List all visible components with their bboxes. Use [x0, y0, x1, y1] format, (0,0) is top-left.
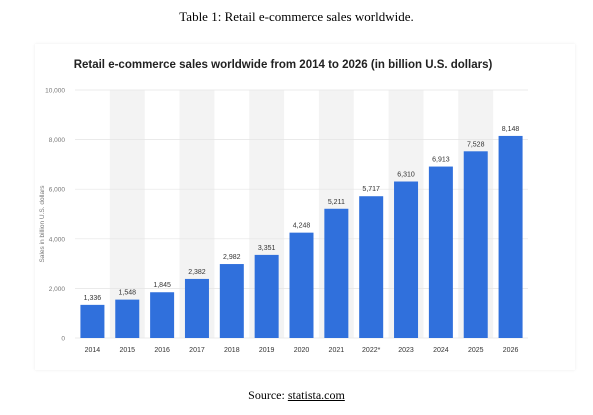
x-tick-label: 2021	[329, 347, 345, 354]
value-label: 8,148	[502, 126, 520, 133]
y-tick-label: 0	[61, 336, 65, 343]
x-tick-label: 2025	[468, 347, 484, 354]
x-tick-label: 2020	[294, 347, 310, 354]
x-tick-label: 2023	[398, 347, 414, 354]
bar-2025	[463, 151, 488, 338]
bar-2024	[428, 166, 453, 338]
bar-2019	[254, 254, 279, 338]
bar-2020	[289, 232, 314, 338]
bars	[80, 135, 523, 338]
x-tick-label: 2022*	[362, 347, 381, 354]
bar-2014	[80, 304, 105, 338]
bar-2021	[324, 208, 349, 338]
figure-caption: Table 1: Retail e-commerce sales worldwi…	[179, 9, 414, 24]
bar-2015	[115, 299, 140, 338]
value-label: 3,351	[258, 245, 276, 252]
y-tick-label: 10,000	[45, 88, 65, 95]
bar-2018	[219, 264, 244, 338]
value-label: 6,310	[397, 172, 415, 179]
x-tick-label: 2017	[189, 347, 205, 354]
source-note: Source: statista.com	[0, 388, 593, 403]
y-tick-label: 2,000	[49, 286, 66, 293]
source-link[interactable]: statista.com	[287, 388, 345, 402]
bar-2023	[394, 181, 419, 338]
bar-2016	[150, 292, 175, 338]
x-tick-label: 2015	[119, 347, 135, 354]
bar-2017	[184, 278, 209, 338]
x-tick-label: 2024	[433, 347, 449, 354]
bar-chart: Retail e-commerce sales worldwide from 2…	[39, 59, 528, 354]
value-label: 5,211	[328, 199, 345, 206]
value-label: 7,528	[467, 141, 485, 148]
x-tick-label: 2026	[503, 347, 519, 354]
x-tick-label: 2018	[224, 347, 240, 354]
value-label: 2,982	[223, 254, 241, 261]
x-tick-label: 2016	[154, 347, 170, 354]
value-label: 4,248	[293, 223, 311, 230]
x-tick-labels: 2014 2015 2016 2017 2018 2019 2020 2021 2022* 202…	[85, 347, 519, 354]
value-label: 1,845	[153, 282, 171, 289]
x-tick-label: 2019	[259, 347, 275, 354]
column-band-2015	[109, 90, 145, 338]
value-labels: 1,336 1,548 1,845 2,382 2,982 3,351 4,248 5,211…	[84, 126, 520, 302]
bar-2022*	[359, 196, 384, 338]
value-label: 1,336	[84, 295, 102, 302]
y-tick-label: 6,000	[49, 187, 66, 194]
x-tick-label: 2014	[85, 347, 101, 354]
y-tick-label: 4,000	[49, 236, 66, 243]
chart-title: Retail e-commerce sales worldwide from 2…	[74, 59, 493, 71]
y-tick-labels: 0 2,000 4,000 6,000 8,000 10,000	[45, 88, 65, 343]
source-prefix: Source:	[248, 388, 288, 402]
value-label: 5,717	[362, 186, 380, 193]
y-tick-label: 8,000	[49, 137, 66, 144]
y-axis-label: Sales in billion U.S. dollars	[39, 185, 46, 263]
value-label: 6,913	[432, 157, 450, 164]
value-label: 1,548	[119, 290, 137, 297]
chart-figure: Retail e-commerce sales worldwide from 2…	[35, 44, 575, 370]
value-label: 2,382	[188, 269, 206, 276]
bar-2026	[498, 135, 523, 338]
